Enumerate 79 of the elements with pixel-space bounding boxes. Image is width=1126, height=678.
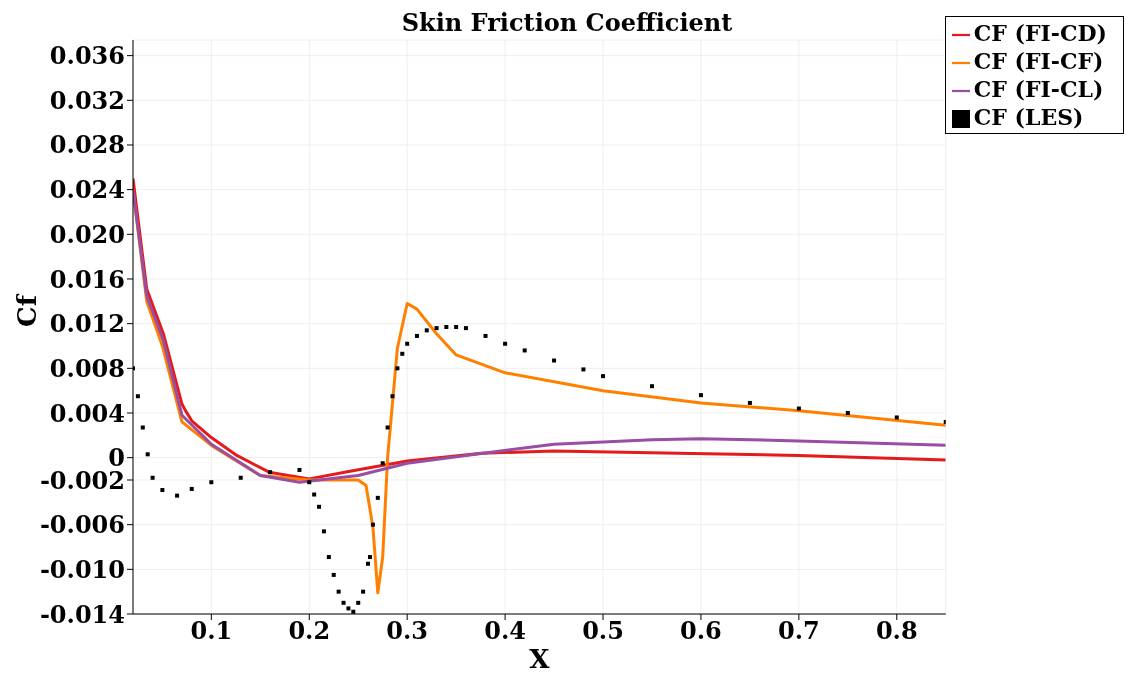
- point: [405, 341, 410, 346]
- point: [341, 600, 346, 605]
- x-tick-label: 0.7: [777, 616, 820, 646]
- legend-label: CF (FI-CF): [973, 48, 1104, 74]
- x-tick-label: 0.2: [288, 616, 331, 646]
- point: [366, 561, 371, 566]
- point: [238, 475, 243, 480]
- point: [331, 572, 336, 577]
- point: [326, 555, 331, 560]
- point: [649, 384, 654, 389]
- chart-title: Skin Friction Coefficient: [401, 8, 733, 37]
- point: [307, 480, 312, 485]
- point: [189, 486, 194, 491]
- point: [140, 425, 145, 430]
- point: [297, 467, 302, 472]
- x-tick-label: 0.8: [875, 616, 918, 646]
- point: [845, 410, 850, 415]
- point: [209, 480, 214, 485]
- point: [747, 400, 752, 405]
- y-tick-label: 0.012: [49, 309, 125, 339]
- point: [894, 415, 899, 420]
- point: [160, 488, 165, 493]
- x-tick-label: 0.5: [582, 616, 624, 646]
- point: [336, 589, 341, 594]
- y-axis-title: Cf: [12, 293, 43, 327]
- x-tick-label: 0.4: [484, 616, 526, 646]
- y-tick-label: -0.006: [39, 510, 125, 540]
- legend-label: CF (LES): [973, 104, 1084, 130]
- point: [581, 367, 586, 372]
- point: [400, 351, 405, 356]
- point: [444, 325, 449, 329]
- point: [424, 328, 429, 333]
- point: [552, 358, 557, 363]
- point: [150, 475, 155, 480]
- point: [463, 326, 468, 331]
- point: [522, 348, 527, 353]
- x-tick-label: 0.3: [386, 616, 429, 646]
- point: [414, 333, 419, 338]
- point: [698, 393, 703, 398]
- point: [380, 461, 385, 466]
- point: [796, 406, 801, 411]
- point: [434, 326, 439, 331]
- point: [321, 529, 326, 534]
- y-tick-label: 0.024: [49, 175, 125, 205]
- point: [367, 555, 372, 560]
- y-tick-label: 0.036: [49, 41, 125, 71]
- y-tick-label: -0.010: [39, 554, 125, 584]
- y-tick-label: 0.004: [49, 398, 125, 428]
- point: [503, 341, 508, 346]
- y-tick-label: 0.028: [49, 130, 125, 160]
- y-tick-label: 0.016: [49, 264, 125, 294]
- y-tick-label: 0.032: [49, 85, 125, 115]
- point: [135, 394, 140, 399]
- y-tick-label: 0.008: [49, 353, 125, 383]
- point: [395, 366, 400, 371]
- x-axis-title: X: [529, 644, 551, 674]
- point: [390, 394, 395, 399]
- point: [145, 452, 150, 457]
- point: [370, 522, 375, 527]
- point: [175, 493, 180, 498]
- x-tick-label: 0.6: [680, 616, 722, 646]
- legend-label: CF (FI-CL): [973, 76, 1104, 102]
- point: [317, 504, 322, 509]
- point: [356, 600, 361, 605]
- point: [454, 325, 459, 329]
- y-tick-label: 0.020: [49, 219, 125, 249]
- point: [312, 492, 317, 497]
- point: [351, 609, 356, 614]
- point: [346, 606, 351, 611]
- y-tick-label: -0.014: [39, 599, 125, 629]
- point: [361, 589, 366, 594]
- point: [601, 374, 606, 379]
- legend-label: CF (FI-CD): [973, 20, 1107, 46]
- y-tick-label: -0.002: [39, 465, 125, 495]
- point: [268, 470, 273, 475]
- x-tick-label: 0.1: [190, 616, 233, 646]
- point: [483, 333, 488, 338]
- point: [385, 425, 390, 430]
- point: [375, 495, 380, 500]
